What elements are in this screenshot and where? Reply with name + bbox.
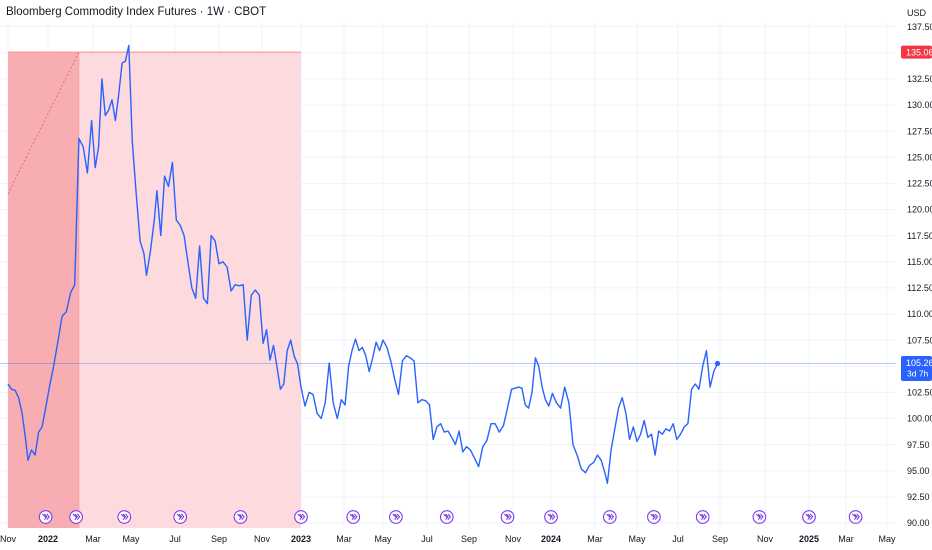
last-point-dot bbox=[714, 360, 721, 367]
x-tick-label: Nov bbox=[254, 534, 271, 544]
x-tick-label: Nov bbox=[505, 534, 522, 544]
current-price-label: 105.26 bbox=[906, 358, 932, 368]
y-tick-label: 125.00 bbox=[907, 152, 932, 162]
y-tick-label: 127.50 bbox=[907, 126, 932, 136]
y-tick-label: 102.50 bbox=[907, 388, 932, 398]
zone-diagonal bbox=[7, 51, 80, 195]
y-axis[interactable]: 90.0092.5095.0097.50100.00102.50105.0010… bbox=[901, 22, 932, 528]
y-tick-label: 90.00 bbox=[907, 518, 930, 528]
x-tick-label: Mar bbox=[336, 534, 352, 544]
x-tick-label: May bbox=[878, 534, 896, 544]
event-marker-icon[interactable] bbox=[802, 510, 816, 524]
y-tick-label: 130.00 bbox=[907, 100, 932, 110]
event-markers[interactable] bbox=[38, 510, 863, 524]
event-marker-icon[interactable] bbox=[69, 510, 83, 524]
event-marker-icon[interactable] bbox=[38, 510, 53, 524]
countdown-label: 3d 7h bbox=[907, 369, 929, 379]
y-tick-label: 117.50 bbox=[907, 231, 932, 241]
event-marker-icon[interactable] bbox=[544, 510, 558, 524]
event-marker-icon[interactable] bbox=[695, 510, 710, 524]
x-tick-label: Mar bbox=[587, 534, 603, 544]
x-tick-label: 2022 bbox=[38, 534, 58, 544]
x-tick-label: 2025 bbox=[799, 534, 819, 544]
x-tick-label: Nov bbox=[757, 534, 774, 544]
currency-label[interactable]: USD bbox=[907, 8, 927, 18]
price-series bbox=[7, 44, 719, 484]
y-tick-label: 100.00 bbox=[907, 414, 932, 424]
series-line bbox=[0, 44, 896, 484]
y-tick-label: 95.00 bbox=[907, 466, 930, 476]
x-tick-label: Mar bbox=[85, 534, 101, 544]
x-tick-label: Nov bbox=[0, 534, 16, 544]
y-tick-label: 107.50 bbox=[907, 335, 932, 345]
x-tick-label: 2024 bbox=[541, 534, 561, 544]
x-tick-label: 2023 bbox=[291, 534, 311, 544]
y-tick-label: 112.50 bbox=[907, 283, 932, 293]
event-marker-icon[interactable] bbox=[294, 510, 308, 524]
zone-dark-band bbox=[8, 52, 79, 529]
event-marker-icon[interactable] bbox=[647, 510, 661, 524]
event-marker-icon[interactable] bbox=[752, 510, 767, 524]
event-marker-icon[interactable] bbox=[173, 510, 188, 524]
chart-title: Bloomberg Commodity Index Futures · 1W ·… bbox=[6, 6, 267, 18]
x-tick-label: Mar bbox=[838, 534, 854, 544]
y-tick-label: 115.00 bbox=[907, 257, 932, 267]
y-tick-label: 122.50 bbox=[907, 179, 932, 189]
y-tick-label: 110.00 bbox=[907, 309, 932, 319]
x-tick-label: Sep bbox=[211, 534, 227, 544]
x-tick-label: May bbox=[122, 534, 140, 544]
x-tick-label: Jul bbox=[421, 534, 433, 544]
y-tick-label: 137.50 bbox=[907, 22, 932, 32]
y-tick-label: 97.50 bbox=[907, 440, 930, 450]
event-marker-icon[interactable] bbox=[117, 510, 132, 524]
high-price-label: 135.06 bbox=[906, 47, 932, 57]
highlight-zone bbox=[7, 51, 301, 529]
x-axis[interactable]: Nov 2022 Mar May Jul Sep Nov 2023 Mar May Jul Sep No… bbox=[0, 534, 896, 544]
event-marker-icon[interactable] bbox=[346, 510, 361, 524]
y-tick-label: 92.50 bbox=[907, 492, 930, 502]
event-marker-icon[interactable] bbox=[602, 510, 617, 524]
high-price-badge bbox=[901, 45, 932, 59]
event-marker-icon[interactable] bbox=[439, 510, 454, 524]
event-marker-icon[interactable] bbox=[848, 510, 863, 524]
zone-light-band bbox=[78, 52, 301, 529]
event-marker-icon[interactable] bbox=[389, 510, 403, 524]
y-tick-label: 120.00 bbox=[907, 205, 932, 215]
y-tick-label: 132.50 bbox=[907, 74, 932, 84]
x-tick-label: May bbox=[374, 534, 392, 544]
x-tick-label: Jul bbox=[672, 534, 684, 544]
event-marker-icon[interactable] bbox=[233, 510, 248, 524]
x-tick-label: Sep bbox=[461, 534, 477, 544]
event-marker-icon[interactable] bbox=[500, 510, 515, 524]
current-price-badge bbox=[901, 356, 932, 382]
x-tick-label: May bbox=[628, 534, 646, 544]
x-tick-label: Jul bbox=[169, 534, 181, 544]
x-tick-label: Sep bbox=[712, 534, 728, 544]
